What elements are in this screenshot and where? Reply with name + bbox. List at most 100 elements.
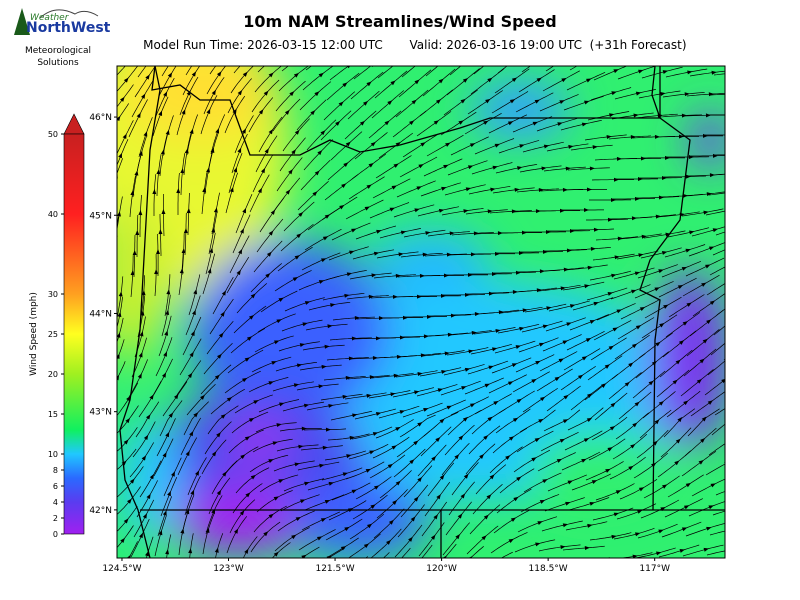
stream-arrow xyxy=(761,151,766,155)
streamline xyxy=(229,499,256,534)
streamline xyxy=(253,240,283,273)
streamline xyxy=(515,92,554,113)
streamline xyxy=(471,162,513,175)
streamline xyxy=(377,66,394,79)
stream-arrow xyxy=(607,447,613,452)
stream-arrow xyxy=(757,401,762,405)
colorbar-tick-label: 0 xyxy=(53,530,58,539)
streamline xyxy=(355,476,392,500)
stream-arrow xyxy=(563,56,568,60)
streamline xyxy=(633,452,668,479)
logo-line: Meteorological xyxy=(25,46,91,56)
streamline xyxy=(545,317,586,332)
streamline xyxy=(326,357,369,361)
stream-arrow xyxy=(210,147,215,153)
streamline xyxy=(133,234,136,278)
stream-arrow xyxy=(218,332,224,338)
stream-arrow xyxy=(757,92,762,96)
stream-arrow xyxy=(185,450,190,457)
stream-arrow xyxy=(351,228,357,233)
streamline xyxy=(251,79,280,113)
streamline xyxy=(325,269,367,281)
title: 10m NAM Streamlines/Wind Speed xyxy=(243,12,556,31)
streamline xyxy=(538,544,581,552)
stream-arrow xyxy=(362,100,369,106)
streamline xyxy=(617,317,655,340)
stream-arrow xyxy=(273,55,278,60)
stream-arrow xyxy=(494,143,501,148)
stream-arrow xyxy=(733,299,738,304)
stream-arrow xyxy=(187,372,193,378)
stream-arrow xyxy=(120,96,125,102)
stream-arrow xyxy=(246,336,253,341)
stream-arrow xyxy=(565,501,571,506)
streamline xyxy=(117,361,126,380)
stream-arrow xyxy=(473,231,479,236)
streamline xyxy=(305,323,348,331)
colorbar-tick-label: 50 xyxy=(48,130,58,139)
streamline xyxy=(348,176,385,200)
stream-arrow xyxy=(349,250,355,255)
stream-arrow xyxy=(171,471,175,477)
streamline xyxy=(741,288,774,314)
stream-arrow xyxy=(166,289,171,295)
stream-arrow xyxy=(278,479,284,484)
stream-arrow xyxy=(431,455,437,462)
streamline xyxy=(283,478,325,492)
stream-arrow xyxy=(190,330,195,337)
streamline xyxy=(571,473,611,491)
streamline xyxy=(179,338,202,376)
streamline xyxy=(259,474,299,493)
streamline xyxy=(739,151,781,154)
stream-arrow xyxy=(726,440,731,444)
stream-arrow xyxy=(571,568,576,572)
stream-arrow xyxy=(568,144,574,149)
stream-arrow xyxy=(586,417,593,423)
stream-arrow xyxy=(536,288,542,293)
streamline xyxy=(282,401,325,412)
stream-arrow xyxy=(634,401,640,407)
streamline xyxy=(619,233,662,240)
streamline xyxy=(638,332,673,359)
streamline xyxy=(690,391,725,417)
streamline xyxy=(621,574,663,579)
stream-arrow xyxy=(318,72,324,78)
stream-arrow xyxy=(158,229,163,235)
stream-arrow xyxy=(631,343,638,349)
stream-arrow xyxy=(268,381,274,386)
streamline xyxy=(256,490,293,513)
stream-arrow xyxy=(145,551,149,557)
stream-arrow xyxy=(211,451,217,457)
stream-arrow xyxy=(302,322,308,327)
stream-arrow xyxy=(214,547,219,553)
stream-arrow xyxy=(700,438,706,443)
stream-arrow xyxy=(400,230,407,235)
stream-arrow xyxy=(494,559,499,563)
stream-arrow xyxy=(469,143,476,148)
stream-arrow xyxy=(566,248,572,253)
streamline xyxy=(475,464,507,495)
streamline xyxy=(184,475,201,516)
streamline xyxy=(346,295,389,300)
streamline xyxy=(681,208,724,217)
x-tick-label: 117°W xyxy=(639,564,670,574)
stream-arrow xyxy=(696,378,702,384)
streamline xyxy=(323,91,356,121)
streamline xyxy=(736,416,774,434)
stream-arrow xyxy=(359,120,365,126)
stream-arrow xyxy=(635,325,642,330)
streamline xyxy=(667,227,710,238)
stream-arrow xyxy=(569,304,576,308)
stream-arrow xyxy=(320,130,326,136)
streamline xyxy=(228,152,243,194)
stream-arrow xyxy=(587,265,593,270)
stream-arrow xyxy=(326,555,332,558)
stream-arrow xyxy=(737,152,742,156)
streamline xyxy=(251,356,292,373)
stream-arrow xyxy=(467,272,473,277)
stream-arrow xyxy=(727,133,732,137)
stream-arrow xyxy=(560,545,566,550)
streamline xyxy=(616,503,657,520)
streamline xyxy=(617,66,657,80)
stream-arrow xyxy=(592,145,598,150)
